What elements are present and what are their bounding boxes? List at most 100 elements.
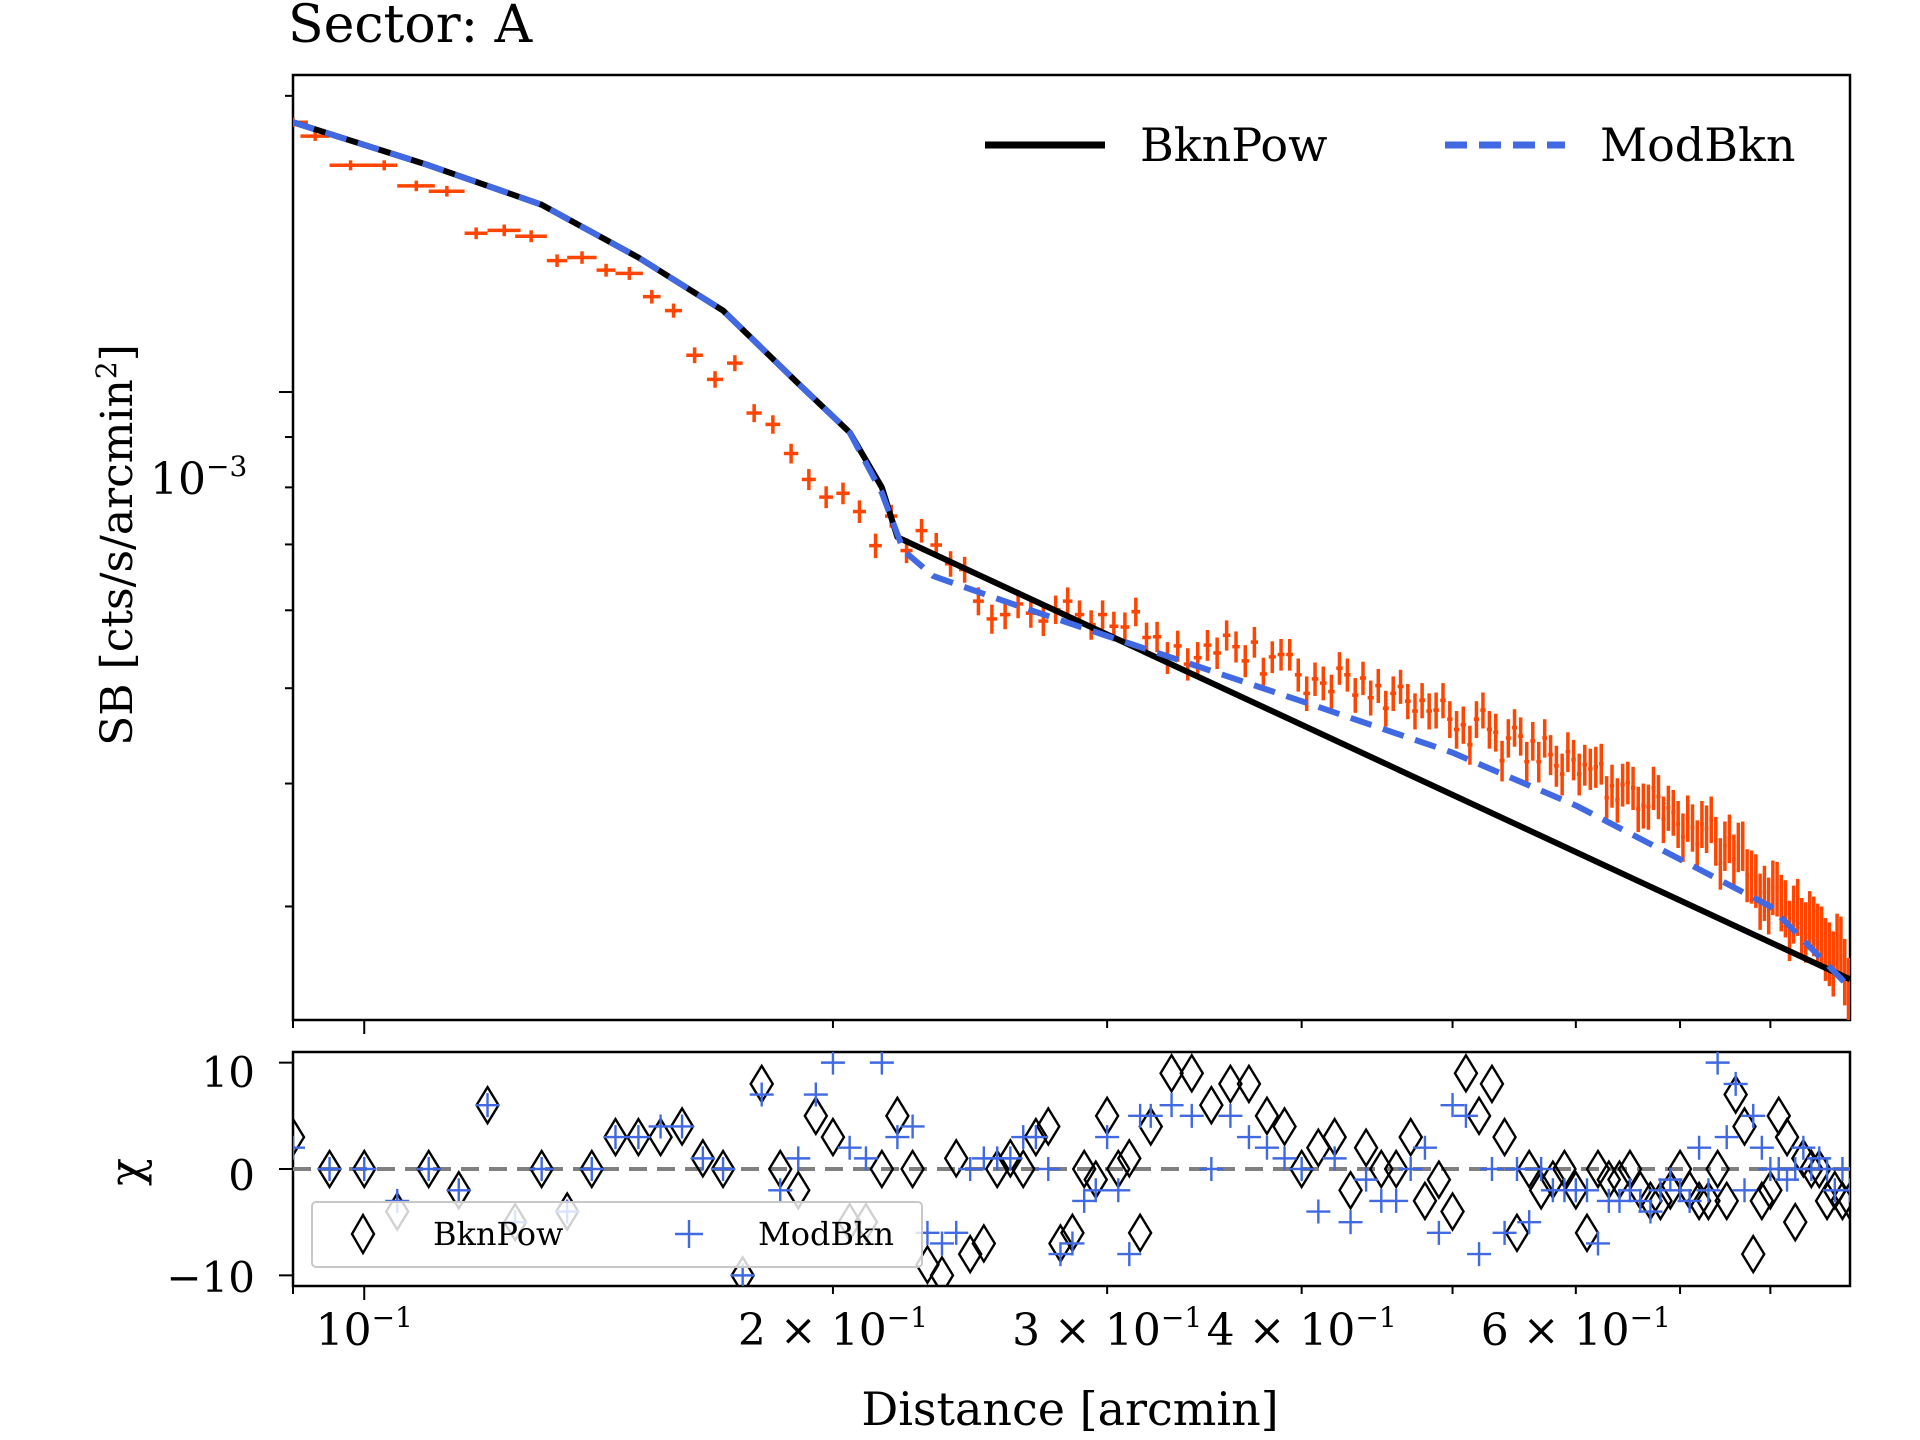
x-tick-label-exponent: −1	[1630, 1301, 1671, 1334]
data-point	[1646, 784, 1651, 830]
data-point	[1412, 693, 1418, 730]
residual-marker-bknpow	[1453, 1052, 1479, 1094]
data-point	[1709, 796, 1714, 844]
residual-marker-bknpow	[1179, 1052, 1205, 1094]
data-point	[1480, 692, 1486, 729]
data-point	[1303, 676, 1311, 712]
data-point	[1213, 637, 1221, 669]
residual-marker-bknpow	[997, 1138, 1023, 1179]
residual-marker-bknpow	[1766, 1095, 1792, 1137]
residual-marker-bknpow	[1574, 1212, 1600, 1254]
data-point	[986, 604, 998, 634]
residual-marker-modbkn	[820, 1052, 845, 1075]
data-point	[869, 533, 882, 559]
residual-marker-modbkn	[1467, 1242, 1492, 1267]
residual-marker-bknpow	[1757, 1169, 1783, 1211]
residual-marker-bknpow	[1732, 1106, 1757, 1147]
data-point	[1512, 709, 1517, 747]
residual-marker-modbkn	[1426, 1220, 1451, 1245]
residual-marker-bknpow	[1353, 1127, 1379, 1169]
residual-marker-modbkn	[1638, 1199, 1663, 1224]
residual-marker-modbkn	[853, 1146, 878, 1171]
residual-marker-modbkn	[1529, 1157, 1554, 1181]
data-point	[1811, 896, 1816, 957]
residual-marker-bknpow	[1696, 1180, 1721, 1222]
residual-marker-bknpow	[416, 1148, 442, 1190]
data-point	[1676, 800, 1681, 848]
residual-marker-modbkn	[944, 1220, 969, 1245]
data-point	[1846, 957, 1850, 1020]
data-point	[1775, 861, 1779, 917]
data-point	[999, 600, 1011, 630]
data-point	[1819, 906, 1824, 968]
residual-marker-bknpow	[1412, 1180, 1438, 1222]
residual-marker-modbkn	[1723, 1071, 1748, 1096]
residual-marker-modbkn	[317, 1157, 342, 1181]
residual-marker-bknpow	[1440, 1191, 1465, 1232]
residual-marker-bknpow	[1138, 1106, 1164, 1147]
data-point	[1499, 740, 1505, 782]
residual-marker-bknpow	[957, 1233, 983, 1275]
data-point	[1559, 753, 1565, 796]
data-point	[1582, 744, 1588, 786]
data-point	[765, 415, 781, 434]
data-point	[746, 404, 762, 423]
residual-marker-modbkn	[352, 1157, 377, 1181]
residual-marker-modbkn	[1732, 1178, 1757, 1203]
data-point	[1762, 865, 1767, 921]
data-point	[370, 160, 398, 171]
residual-marker-bknpow	[475, 1084, 500, 1126]
residual-marker-modbkn	[648, 1114, 673, 1139]
data-point	[487, 224, 521, 237]
residual-marker-modbkn	[1696, 1178, 1721, 1203]
data-point	[1536, 741, 1542, 783]
data-point	[1636, 786, 1641, 833]
residual-marker-bknpow	[1035, 1106, 1061, 1147]
data-point	[1599, 743, 1604, 785]
x-tick-label-exponent: −1	[1355, 1301, 1396, 1334]
data-point	[1518, 717, 1524, 756]
residual-marker-modbkn	[1236, 1125, 1261, 1150]
residual-marker-modbkn	[749, 1082, 774, 1107]
data-point	[1651, 766, 1656, 810]
residual-marker-modbkn	[475, 1093, 500, 1118]
data-point	[1661, 796, 1666, 844]
residual-marker-bknpow	[869, 1148, 895, 1190]
data-point	[1732, 834, 1736, 886]
residual-marker-bknpow	[1740, 1233, 1766, 1275]
residual-legend-marker-bknpow	[350, 1212, 376, 1256]
residual-legend-marker-modbkn	[675, 1220, 703, 1248]
data-point	[1700, 800, 1704, 848]
data-point	[1681, 813, 1685, 862]
residual-marker-modbkn	[446, 1178, 471, 1203]
data-point	[1831, 931, 1836, 997]
residual-marker-modbkn	[1179, 1103, 1204, 1128]
residual-marker-bknpow	[1383, 1148, 1409, 1190]
residual-marker-bknpow	[1648, 1180, 1673, 1222]
residual-marker-modbkn	[1322, 1146, 1347, 1171]
residual-marker-modbkn	[1106, 1178, 1131, 1203]
residual-marker-modbkn	[900, 1114, 925, 1139]
residual-marker-bknpow	[1723, 1074, 1749, 1115]
residual-marker-bknpow	[1782, 1201, 1808, 1243]
data-point	[1795, 878, 1800, 936]
residual-marker-modbkn	[1095, 1125, 1120, 1150]
residual-legend: BknPow ModBkn	[311, 1201, 923, 1268]
data-point	[1131, 597, 1141, 627]
y-tick-label-main: 10−3	[150, 450, 247, 505]
residual-marker-modbkn	[1504, 1157, 1529, 1181]
data-point	[1630, 766, 1636, 810]
residual-marker-bknpow	[579, 1148, 605, 1190]
residual-marker-bknpow	[1705, 1148, 1731, 1190]
residual-marker-modbkn	[1440, 1093, 1465, 1118]
data-point	[1426, 693, 1432, 730]
x-tick-label: 3 × 10−1	[1012, 1301, 1202, 1356]
residual-marker-modbkn	[1384, 1188, 1409, 1213]
residual-marker-modbkn	[1687, 1135, 1712, 1160]
data-point	[1493, 713, 1499, 752]
residual-marker-bknpow	[1116, 1138, 1142, 1179]
residual-marker-modbkn	[1586, 1231, 1610, 1256]
residual-marker-modbkn	[1023, 1125, 1048, 1150]
data-point	[397, 180, 435, 192]
data-point	[1576, 753, 1582, 796]
